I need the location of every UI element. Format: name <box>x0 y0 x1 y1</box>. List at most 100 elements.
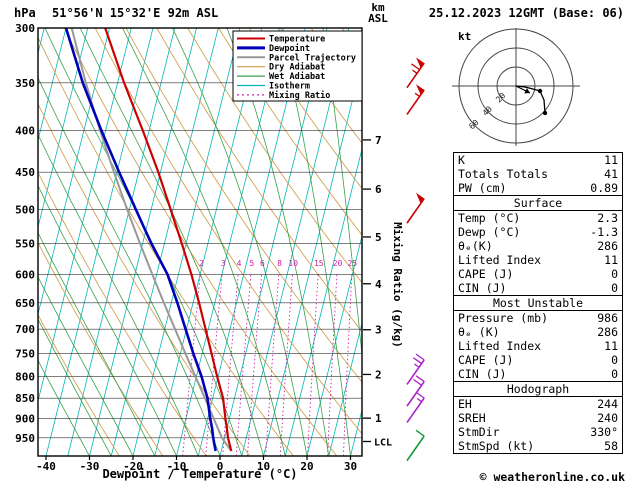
mixing-ratio-line <box>307 274 319 456</box>
mixing-ratio-line <box>265 274 280 456</box>
stats-label: Lifted Index <box>458 253 542 267</box>
background-grid <box>0 28 451 456</box>
temp-tick-label: -20 <box>123 460 143 473</box>
dry-adiabat-line <box>218 28 362 236</box>
temp-tick-label: -30 <box>80 460 100 473</box>
altitude-axis-unit: km ASL <box>368 1 388 25</box>
stats-row: PW (cm) 0.89 <box>454 181 623 196</box>
wind-barb-feather <box>415 375 425 383</box>
stats-value: -1.3 <box>590 225 618 239</box>
pressure-tick-label: 950 <box>15 432 35 445</box>
mixing-ratio-value: 20 <box>333 259 343 268</box>
mixing-ratio-line <box>205 274 223 456</box>
temperature-line <box>104 28 233 452</box>
stats-label: PW (cm) <box>458 181 507 195</box>
wind-barb-half <box>416 397 422 403</box>
stats-label: StmDir <box>458 425 500 439</box>
hodo-ring <box>496 66 536 106</box>
pressure-tick-label: 750 <box>15 348 35 361</box>
wind-barb-flag <box>416 192 425 204</box>
pressure-tick-label: 350 <box>15 77 35 90</box>
wind-barb-feather <box>415 391 425 399</box>
legend-label: Parcel Trajectory <box>269 52 356 63</box>
stats-value: 58 <box>604 439 618 453</box>
lcl-label: LCL <box>374 437 392 448</box>
dry-adiabat-line <box>38 313 120 456</box>
stats-label: Temp (°C) <box>458 211 521 225</box>
stats-value: 11 <box>604 153 618 167</box>
km-tick-label: 4 <box>375 278 382 291</box>
legend-label: Dry Adiabat <box>269 62 325 73</box>
km-tick-label: 2 <box>375 368 382 381</box>
legend-label: Wet Adiabat <box>269 71 325 82</box>
mixing-ratio-line <box>327 274 338 456</box>
isotherm-line <box>110 28 219 456</box>
stats-value: 11 <box>604 339 618 353</box>
temp-tick-label: 20 <box>300 460 313 473</box>
mixing-ratio-line <box>342 274 353 456</box>
dry-adiabat-line <box>435 28 451 456</box>
pressure-tick-label: 900 <box>15 413 35 426</box>
wind-barb-feather <box>411 63 420 71</box>
dry-adiabat-line <box>373 28 450 456</box>
dry-adiabat-line <box>249 28 362 190</box>
isotherm-line <box>38 28 89 229</box>
mixing-ratio-value: 4 <box>237 259 242 268</box>
pressure-tick-label: 500 <box>15 204 35 217</box>
pressure-tick-label: 550 <box>15 237 35 250</box>
stats-row: Temp (°C) 2.3 <box>454 211 623 225</box>
stats-label: Totals Totals <box>458 167 549 181</box>
stats-row: CIN (J) 0 <box>454 367 623 382</box>
temp-tick-label: 10 <box>257 460 270 473</box>
stats-label: Lifted Index <box>458 339 542 353</box>
stats-label: Dewp (°C) <box>458 225 521 239</box>
hodo-dot <box>542 110 548 116</box>
stats-value: 286 <box>597 325 618 339</box>
mixing-axis-label: Mixing Ratio (g/kg) <box>391 222 404 348</box>
stats-value: 11 <box>604 253 618 267</box>
dewpoint-line <box>64 28 217 452</box>
km-tick-label: 5 <box>375 231 382 244</box>
hodo-unit-label: kt <box>458 30 471 43</box>
stats-value: 0 <box>611 267 618 281</box>
stats-value: 240 <box>597 411 618 425</box>
isotherm-line <box>0 28 1 456</box>
stats-label: CAPE (J) <box>458 267 514 281</box>
dry-adiabat-line <box>38 103 251 456</box>
hodo-trace <box>515 85 546 114</box>
stats-value: 0 <box>611 353 618 367</box>
stats-value: 0 <box>611 281 618 295</box>
stats-section-title: Surface <box>453 195 623 211</box>
pressure-tick-label: 400 <box>15 124 35 137</box>
stats-value: 286 <box>597 239 618 253</box>
wet-adiabat-line <box>38 318 112 456</box>
dry-adiabat-line <box>404 28 450 456</box>
plot-border <box>37 27 363 457</box>
wind-barb-feather <box>415 429 425 437</box>
mixing-ratio-value: 15 <box>314 259 324 268</box>
stats-value: 2.3 <box>597 211 618 225</box>
isotherm-line <box>45 28 154 456</box>
stats-row: Lifted Index 11 <box>454 253 623 267</box>
stats-row: K 11 <box>454 153 623 167</box>
stats-row: θₑ (K) 286 <box>454 325 623 339</box>
pressure-tick-label: 450 <box>15 166 35 179</box>
mixing-ratio-value: 5 <box>249 259 254 268</box>
legend-label: Mixing Ratio <box>269 90 330 101</box>
legend-box <box>232 30 363 102</box>
isotherm-line <box>67 28 176 456</box>
stats-value: 0.89 <box>590 181 618 195</box>
mixing-ratio-value: 25 <box>348 259 358 268</box>
stats-label: SREH <box>458 411 486 425</box>
stats-label: CAPE (J) <box>458 353 514 367</box>
hodo-arrow-head <box>524 88 530 94</box>
stats-value: 0 <box>611 367 618 381</box>
stats-value: 41 <box>604 167 618 181</box>
mixing-ratio-value: 6 <box>260 259 265 268</box>
stats-label: CIN (J) <box>458 281 507 295</box>
stats-label: K <box>458 153 465 167</box>
stats-value: 244 <box>597 397 618 411</box>
run-datetime: 25.12.2023 12GMT (Base: 06) <box>428 6 624 20</box>
stats-row: θₑ(K) 286 <box>454 239 623 253</box>
